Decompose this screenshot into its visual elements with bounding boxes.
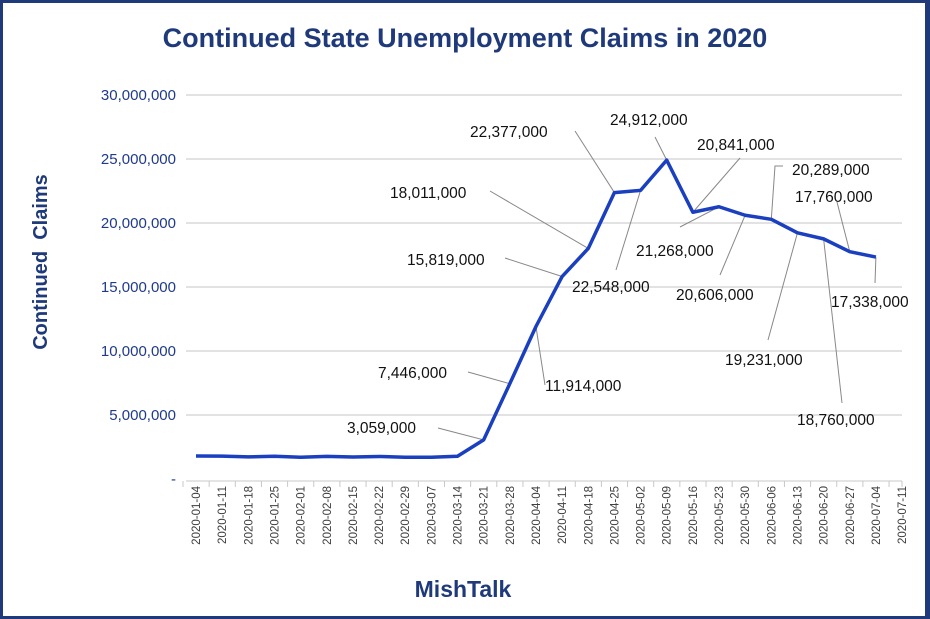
leader-line: [836, 201, 851, 252]
data-label: 17,760,000: [795, 189, 873, 206]
data-label: 20,841,000: [697, 137, 775, 154]
leader-line: [437, 427, 484, 441]
x-tick-label: 2020-05-30: [740, 486, 752, 545]
x-tick-label: 2020-02-01: [296, 486, 308, 545]
x-tick-label: 2020-07-11: [897, 486, 909, 544]
data-label: 17,338,000: [831, 294, 909, 311]
leader-line: [504, 257, 563, 277]
y-axis-label: Continued Claims: [30, 174, 52, 350]
data-label: 18,760,000: [797, 412, 875, 429]
y-tick-label: 25,000,000: [101, 151, 176, 168]
x-tick-label: 2020-02-29: [400, 486, 412, 545]
x-tick-label: 2020-05-09: [662, 486, 674, 545]
x-tick-label: 2020-06-13: [792, 486, 804, 545]
leader-line: [767, 232, 798, 341]
y-tick-label: 30,000,000: [101, 87, 176, 104]
y-tick-label: -: [171, 471, 176, 488]
chart-title: Continued State Unemployment Claims in 2…: [163, 23, 768, 53]
data-label: 22,377,000: [470, 124, 548, 141]
x-tick-label: 2020-06-20: [819, 486, 831, 545]
data-label: 21,268,000: [636, 243, 714, 260]
x-tick-label: 2020-06-06: [766, 486, 778, 545]
x-tick-label: 2020-01-04: [191, 485, 203, 544]
y-tick-label: 10,000,000: [101, 343, 176, 360]
x-tick-label: 2020-03-14: [453, 485, 465, 544]
y-tick-label: 20,000,000: [101, 215, 176, 232]
data-label: 22,548,000: [572, 279, 650, 296]
x-tick-label: 2020-05-23: [714, 486, 726, 545]
leader-line: [467, 371, 510, 385]
data-label: 3,059,000: [347, 420, 416, 437]
x-tick-label: 2020-01-18: [243, 486, 255, 545]
series-line-continued-claims: [195, 158, 877, 459]
x-tick-label: 2020-03-28: [505, 486, 517, 545]
leader-line: [874, 257, 877, 284]
data-label: 15,819,000: [407, 252, 485, 269]
data-label: 19,231,000: [725, 352, 803, 369]
x-tick-label: 2020-03-07: [426, 486, 438, 545]
leader-line: [719, 215, 746, 276]
leader-line: [770, 165, 783, 220]
data-label: 11,914,000: [545, 378, 622, 395]
x-axis-label: MishTalk: [415, 576, 512, 602]
y-tick-label: 15,000,000: [101, 279, 176, 296]
leader-line: [823, 238, 843, 404]
x-tick-label: 2020-03-21: [479, 486, 491, 545]
data-label: 18,011,000: [390, 185, 467, 202]
leader-line: [679, 206, 720, 228]
data-label: 24,912,000: [610, 112, 688, 129]
x-tick-label: 2020-01-25: [269, 486, 281, 545]
leader-line: [535, 326, 546, 386]
leader-line: [692, 157, 741, 213]
x-tick-label: 2020-04-18: [583, 486, 595, 545]
x-tick-label: 2020-02-22: [374, 486, 386, 545]
x-tick-label: 2020-04-11: [557, 486, 569, 544]
data-label: 20,289,000: [792, 162, 870, 179]
x-tick-label: 2020-07-04: [871, 485, 883, 544]
x-tick-label: 2020-05-16: [688, 486, 700, 545]
data-label: 20,606,000: [676, 287, 754, 304]
x-tick-label: 2020-02-08: [322, 486, 334, 545]
x-tick-label: 2020-06-27: [845, 486, 857, 545]
x-tick-label: 2020-04-25: [609, 486, 621, 545]
x-tick-label: 2020-04-04: [531, 485, 543, 544]
leader-line: [574, 130, 615, 193]
leader-line: [489, 190, 589, 249]
y-tick-label: 5,000,000: [109, 407, 176, 424]
x-tick-label: 2020-05-02: [636, 486, 648, 545]
x-tick-label: 2020-02-15: [348, 486, 360, 545]
leader-line: [654, 136, 668, 161]
data-label: 7,446,000: [378, 365, 447, 382]
leader-line: [615, 190, 642, 271]
x-tick-label: 2020-01-11: [217, 486, 229, 544]
